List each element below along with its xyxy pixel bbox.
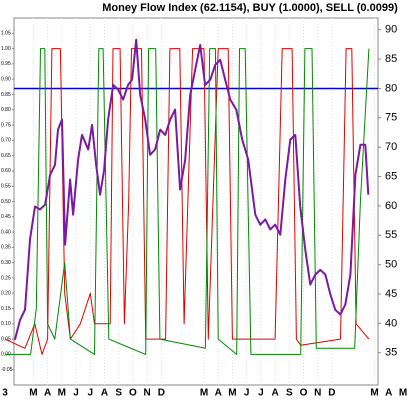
x-tick-label: A (44, 388, 51, 399)
y2-tick-label: 55 (385, 229, 397, 241)
y-tick-label: 0.25 (1, 275, 11, 281)
x-tick-label: M (58, 388, 66, 399)
y-tick-label: 1.05 (1, 31, 11, 37)
x-tick-label: D (328, 388, 335, 399)
x-tick-label: M (399, 388, 407, 399)
y-tick-label: 0.80 (1, 107, 11, 113)
chart-title: Money Flow Index (62.1154), BUY (1.0000)… (102, 2, 398, 14)
y-tick-label: 0.55 (1, 184, 11, 190)
y2-tick-label: 60 (385, 200, 397, 212)
x-tick-label: A (101, 388, 108, 399)
y-tick-label: 0.10 (1, 321, 11, 327)
y2-tick-label: 80 (385, 82, 397, 94)
x-tick-label: J (244, 388, 250, 399)
y-tick-label: 0.85 (1, 92, 11, 98)
y2-tick-label: 50 (385, 259, 397, 271)
y-tick-label: -0.05 (1, 367, 13, 373)
y-tick-label: 0.30 (1, 260, 11, 266)
x-tick-label: 3 (2, 388, 8, 399)
y2-tick-label: 40 (385, 317, 397, 329)
x-tick-label: A (385, 388, 392, 399)
y-tick-label: 0.35 (1, 245, 11, 251)
x-tick-label: J (258, 388, 264, 399)
y-tick-label: 0.40 (1, 229, 11, 235)
x-tick-label: D (158, 388, 165, 399)
y-tick-label: 0.65 (1, 153, 11, 159)
y-tick-label: 0.60 (1, 168, 11, 174)
x-tick-label: O (129, 388, 137, 399)
y-tick-label: 1.00 (1, 46, 11, 52)
x-tick-label: A (271, 388, 278, 399)
x-tick-label: J (88, 388, 94, 399)
x-tick-label: O (300, 388, 308, 399)
y2-tick-label: 90 (385, 24, 397, 36)
x-tick-label: N (144, 388, 151, 399)
y-tick-label: 0.50 (1, 199, 11, 205)
y-tick-label: 0.90 (1, 76, 11, 82)
y-tick-label: 0.70 (1, 138, 11, 144)
y2-tick-label: 65 (385, 170, 397, 182)
y2-tick-label: 75 (385, 112, 397, 124)
x-tick-label: M (29, 388, 37, 399)
y-tick-label: 0.45 (1, 214, 11, 220)
y-tick-label: 0.15 (1, 306, 11, 312)
x-tick-label: M (370, 388, 378, 399)
x-tick-label: S (115, 388, 122, 399)
y2-tick-label: 35 (385, 347, 397, 359)
x-tick-label: M (228, 388, 236, 399)
x-tick-label: S (286, 388, 293, 399)
series-line (13, 38, 370, 341)
y-tick-label: 0.75 (1, 122, 11, 128)
x-tick-label: N (314, 388, 321, 399)
y2-tick-label: 45 (385, 288, 397, 300)
y-tick-label: 0.20 (1, 291, 11, 297)
x-tick-label: M (200, 388, 208, 399)
y2-tick-label: 85 (385, 53, 397, 65)
series-line (5, 48, 370, 355)
y2-tick-label: 70 (385, 141, 397, 153)
x-tick-label: J (73, 388, 79, 399)
y-tick-label: 0.95 (1, 61, 11, 67)
x-tick-label: A (215, 388, 222, 399)
